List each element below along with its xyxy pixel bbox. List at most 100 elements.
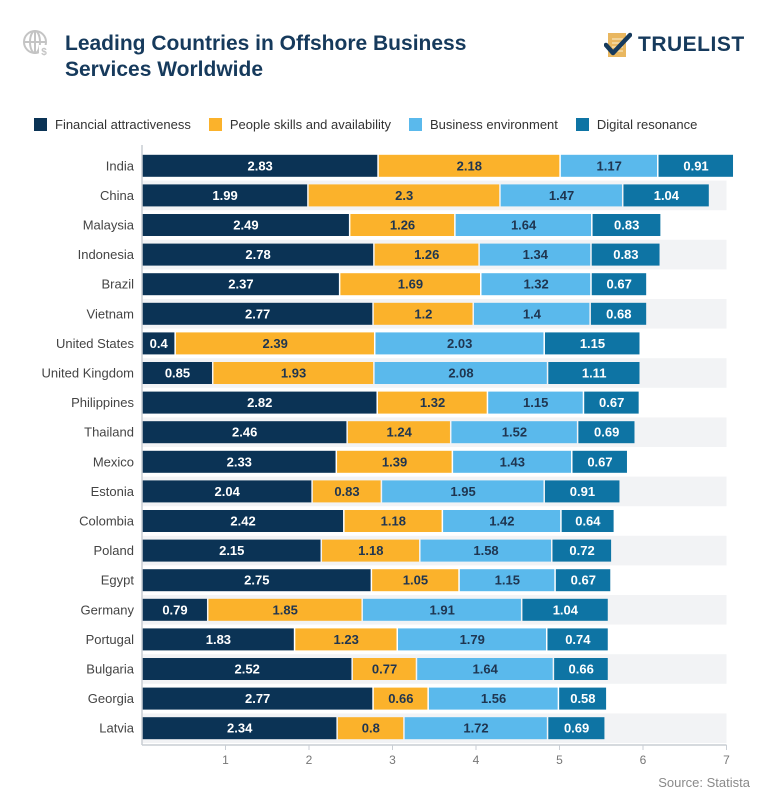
data-label: 0.79 — [162, 602, 187, 617]
data-label: 2.49 — [233, 218, 258, 233]
data-label: 0.91 — [683, 158, 708, 173]
data-label: 1.64 — [473, 662, 499, 677]
page-title: Leading Countries in Offshore Business S… — [65, 32, 467, 81]
data-label: 2.75 — [244, 573, 269, 588]
bar-segment-financial — [142, 658, 352, 680]
bar-segment-financial — [142, 480, 312, 503]
data-label: 0.69 — [594, 425, 619, 440]
data-label: 1.72 — [463, 721, 488, 736]
bar-segment-people — [340, 273, 481, 296]
category-label: Georgia — [88, 691, 135, 706]
x-tick-label: 2 — [306, 753, 313, 765]
checklist-icon — [603, 31, 633, 59]
data-label: 2.08 — [448, 366, 473, 381]
bar-segment-people — [373, 302, 473, 325]
data-label: 1.79 — [460, 632, 485, 647]
bar-segment-business — [500, 184, 622, 207]
bar-segment-business — [375, 332, 544, 355]
data-label: 0.68 — [606, 306, 631, 321]
bar-segment-business — [473, 302, 590, 325]
bar-segment-digital — [658, 154, 734, 177]
bar-segment-digital — [592, 214, 661, 236]
data-label: 2.46 — [232, 425, 257, 440]
stacked-bar-chart: India 2.83 2.18 1.17 0.91 China 1.99 2.3 1.47 1.0… — [0, 145, 768, 765]
bar-segment-business — [428, 687, 558, 710]
category-label: Philippines — [71, 395, 134, 410]
data-label: 1.15 — [580, 336, 605, 351]
bar-segment-business — [417, 658, 553, 680]
data-label: 2.52 — [235, 662, 260, 677]
data-label: 1.4 — [523, 306, 542, 321]
data-label: 1.11 — [582, 366, 607, 381]
data-label: 2.33 — [227, 454, 252, 469]
bar-segment-people — [322, 539, 420, 562]
data-label: 1.32 — [523, 277, 548, 292]
category-label: Mexico — [93, 454, 134, 469]
x-tick-label: 6 — [640, 753, 647, 765]
bar-segment-people — [372, 569, 459, 592]
data-label: 2.3 — [395, 188, 413, 203]
data-label: 1.04 — [553, 602, 579, 617]
data-label: 0.83 — [334, 484, 359, 499]
bar-segment-digital — [547, 628, 608, 651]
legend-label: Financial attractiveness — [55, 116, 191, 132]
data-label: 1.04 — [654, 188, 680, 203]
bar-segment-business — [481, 273, 591, 296]
bar-segment-financial — [142, 391, 377, 414]
data-label: 1.43 — [500, 454, 525, 469]
bar-segment-financial — [142, 717, 337, 740]
bar-segment-digital — [584, 391, 639, 414]
bar-segment-digital — [522, 598, 608, 621]
bar-segment-financial — [142, 214, 349, 236]
data-label: 1.2 — [414, 306, 432, 321]
bar-segment-financial — [142, 628, 294, 651]
data-label: 0.66 — [388, 691, 413, 706]
data-label: 0.67 — [587, 454, 612, 469]
bar-segment-business — [404, 717, 547, 740]
bar-segment-business — [398, 628, 546, 651]
data-label: 1.39 — [382, 454, 407, 469]
data-label: 0.8 — [362, 721, 380, 736]
bar-segment-people — [213, 362, 374, 384]
data-label: 2.78 — [245, 247, 270, 262]
bar-segment-business — [374, 362, 547, 384]
bar-segment-people — [312, 480, 381, 503]
x-tick-label: 7 — [723, 753, 730, 765]
bar-segment-people — [373, 687, 428, 710]
category-label: Vietnam — [87, 306, 134, 321]
data-label: 1.32 — [420, 395, 445, 410]
bar-segment-financial — [142, 184, 308, 207]
bar-segment-financial — [142, 332, 175, 355]
x-tick-label: 5 — [556, 753, 563, 765]
bar-segment-financial — [142, 539, 321, 562]
data-label: 0.67 — [607, 277, 632, 292]
data-label: 1.15 — [495, 573, 520, 588]
data-label: 0.83 — [614, 218, 639, 233]
bar-segment-people — [308, 184, 500, 207]
data-label: 1.18 — [381, 514, 406, 529]
data-label: 2.18 — [457, 158, 482, 173]
data-label: 0.74 — [565, 632, 591, 647]
data-label: 1.91 — [430, 602, 455, 617]
data-label: 1.85 — [273, 602, 298, 617]
bar-segment-digital — [578, 421, 635, 444]
data-label: 0.83 — [613, 247, 638, 262]
bar-segment-business — [453, 450, 572, 473]
globe-dollar-icon: $ — [22, 29, 50, 58]
data-label: 1.15 — [523, 395, 548, 410]
data-label: 1.17 — [597, 158, 622, 173]
data-label: 2.37 — [228, 277, 253, 292]
bar-segment-business — [451, 421, 577, 444]
category-label: Poland — [94, 543, 134, 558]
chart-legend: Financial attractiveness People skills a… — [0, 112, 768, 136]
data-label: 2.42 — [230, 514, 255, 529]
bar-segment-financial — [142, 302, 373, 325]
category-label: Bulgaria — [86, 662, 134, 677]
bar-segment-people — [337, 717, 404, 740]
bar-segment-digital — [572, 450, 627, 473]
category-label: Portugal — [86, 632, 135, 647]
data-label: 0.91 — [570, 484, 595, 499]
legend-swatch-financial — [34, 117, 47, 131]
legend-item-people: People skills and availability — [208, 117, 391, 132]
